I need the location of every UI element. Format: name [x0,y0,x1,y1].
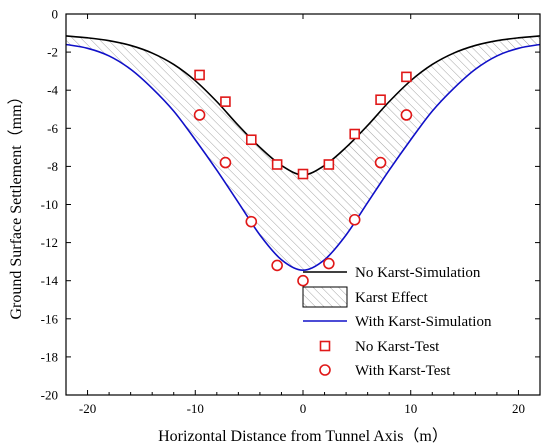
y-tick-label: -10 [41,197,58,212]
point-with-karst-test [245,215,258,228]
x-tick-label: -10 [187,401,204,416]
legend-circle-swatch [319,364,331,376]
point-no-karst-test [375,94,386,106]
point-no-karst-test [323,159,335,170]
y-tick-label: -4 [47,83,58,98]
point-no-karst-test [401,71,412,83]
x-tick-label: 10 [404,401,417,416]
point-with-karst-test [193,109,206,121]
legend-item-no-karst-test: No Karst-Test [319,339,440,355]
point-with-karst-test [271,259,283,272]
point-no-karst-test [297,168,309,180]
test-markers-layer [193,69,413,287]
point-no-karst-test [245,134,257,146]
y-tick-label: -6 [47,121,58,136]
y-tick-label: -14 [41,273,59,288]
point-with-karst-test [219,156,232,169]
y-tick-label: -8 [47,159,58,174]
point-with-karst-test [323,257,335,270]
y-tick-label: -2 [47,45,58,60]
legend: No Karst-Simulation Karst Effect With Kars… [302,265,492,379]
x-axis-title: Horizontal Distance from Tunnel Axis（m） [158,427,448,445]
y-tick-label: -18 [41,349,58,364]
legend-square-swatch [319,340,331,352]
y-axis-title: Ground Surface Settlement（mm） [7,88,25,319]
legend-hatch-swatch [302,286,348,308]
legend-item-no-karst-simulation: No Karst-Simulation [303,265,481,281]
point-no-karst-test [271,159,283,170]
y-tick-label: -20 [41,388,58,403]
point-with-karst-test [400,109,413,121]
legend-label: No Karst-Simulation [355,265,481,281]
legend-item-with-karst-simulation: With Karst-Simulation [303,314,492,330]
y-tick-label: -12 [41,235,58,250]
legend-label: With Karst-Test [355,363,451,379]
y-tick-label: -16 [41,311,59,326]
legend-label: Karst Effect [355,290,428,306]
karst-effect-area [66,35,540,271]
point-with-karst-test [348,213,361,226]
point-with-karst-test [297,274,309,287]
legend-item-with-karst-test: With Karst-Test [319,363,451,379]
point-no-karst-test [194,69,205,81]
point-no-karst-test [220,96,231,107]
axis-ticks-layer: -20 -10 0 10 20 0 -2 -4 -6 -8 -10 -12 -14 -16 -18 -20 [41,7,540,416]
point-no-karst-test [349,128,361,140]
karst-effect-layer [66,35,540,271]
series-line-with-karst-simulation [66,43,540,272]
point-with-karst-test [374,156,387,169]
x-tick-label: -20 [79,401,96,416]
legend-label: No Karst-Test [355,339,440,355]
legend-label: With Karst-Simulation [355,314,492,330]
legend-item-karst-effect: Karst Effect [302,286,428,308]
x-tick-label: 20 [512,401,525,416]
x-tick-label: 0 [300,401,307,416]
y-tick-label: 0 [52,7,59,22]
